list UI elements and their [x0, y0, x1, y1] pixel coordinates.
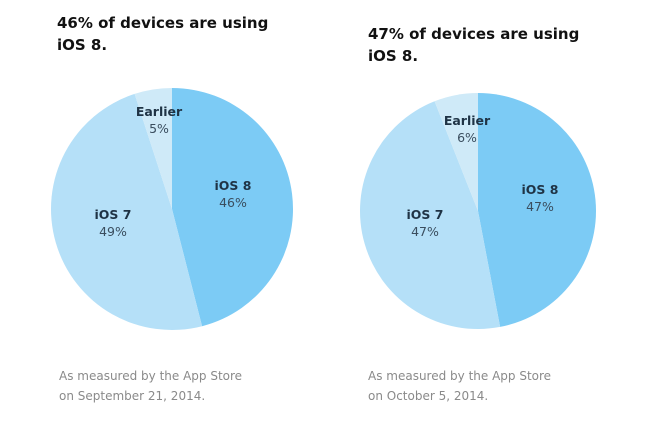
chart-sep21: 46% of devices are using iOS 8. Earlier 5… — [51, 14, 293, 403]
pie-slice-ios7 — [360, 101, 501, 329]
pie-slice-earlier — [434, 93, 478, 211]
chart-title: 47% of devices are using iOS 8. — [368, 25, 580, 65]
pie-slice-ios7 — [51, 93, 203, 330]
slice-label-ios7: iOS 7 47% — [406, 207, 444, 239]
pie-svg — [51, 88, 293, 330]
footnote: As measured by the App Store on October … — [368, 369, 552, 403]
pie-svg — [360, 93, 596, 329]
footnote: As measured by the App Store on Septembe… — [59, 369, 243, 403]
pie-slice-ios8 — [172, 88, 293, 327]
slice-label-earlier: Earlier 6% — [443, 113, 491, 145]
chart-title: 46% of devices are using iOS 8. — [57, 14, 269, 54]
slice-label-ios8: iOS 8 46% — [214, 178, 252, 210]
slice-label-ios7: iOS 7 49% — [94, 207, 132, 239]
pie-slice-ios8 — [478, 93, 596, 327]
pie-slice-earlier — [134, 88, 172, 209]
slice-label-ios8: iOS 8 47% — [521, 182, 559, 214]
slice-label-earlier: Earlier 5% — [135, 104, 183, 136]
chart-oct5: 47% of devices are using iOS 8. Earlier 6… — [325, 0, 650, 424]
